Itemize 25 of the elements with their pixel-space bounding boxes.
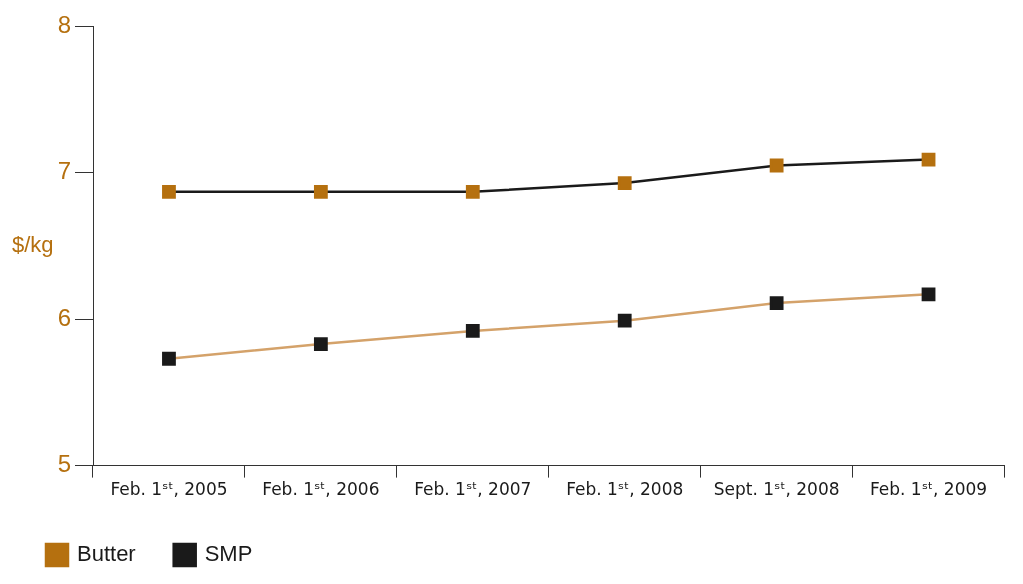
point [921, 152, 936, 167]
point [313, 184, 328, 199]
y-axis-title: $/kg [12, 232, 54, 258]
point [162, 351, 176, 366]
point [313, 337, 328, 351]
x-tick-label: Feb. 1ˢᵗ, 2008 [566, 479, 684, 500]
x-tick-label: Feb. 1ˢᵗ, 2009 [869, 479, 988, 500]
point [769, 158, 784, 173]
y-tick-label: 7 [57, 157, 71, 185]
x-tick-label: Sept. 1ˢᵗ, 2008 [713, 479, 840, 500]
x-tick-label: Feb. 1ˢᵗ, 2006 [262, 479, 380, 500]
point [617, 176, 632, 190]
point [465, 324, 480, 338]
x-tick-label: Feb. 1ˢᵗ, 2005 [110, 479, 228, 500]
point [617, 313, 632, 328]
point [162, 184, 176, 199]
point [921, 287, 936, 302]
legend-label: SMP [204, 541, 253, 567]
legend-label: Butter [77, 541, 136, 567]
x-tick-label: Feb. 1ˢᵗ, 2007 [414, 479, 532, 500]
point [465, 184, 480, 199]
y-tick-label: 5 [57, 450, 71, 478]
y-tick-label: 6 [57, 303, 71, 331]
y-tick-label: 8 [57, 11, 71, 39]
point [769, 296, 784, 310]
